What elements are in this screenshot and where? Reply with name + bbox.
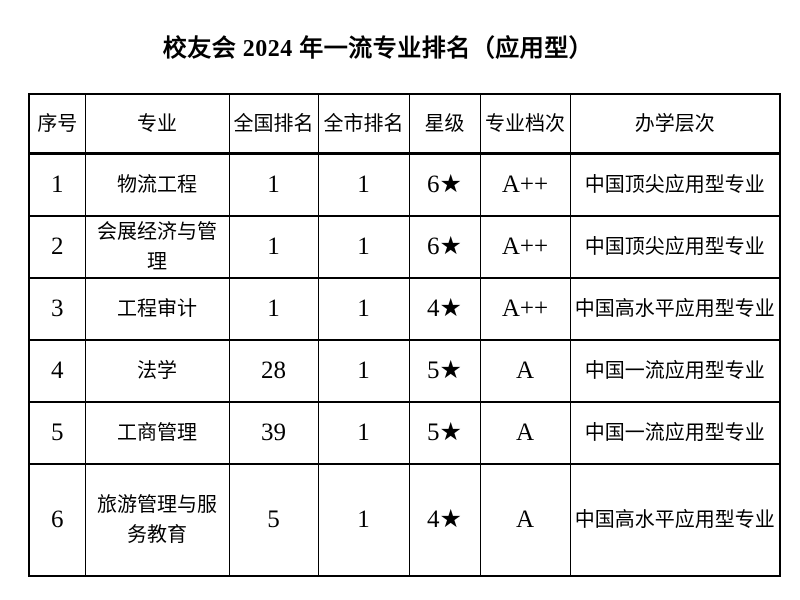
star-count: 5 — [427, 418, 440, 446]
index-cell: 4 — [28, 338, 86, 403]
star-icon: ★ — [439, 356, 462, 384]
star-icon: ★ — [439, 505, 462, 533]
level-cell: 中国一流应用型专业 — [569, 338, 781, 403]
star-count: 6 — [427, 232, 440, 260]
major-cell: 工程审计 — [84, 276, 230, 341]
star-count: 4 — [427, 294, 440, 322]
ranking-table: 序号 专业 全国排名 全市排名 星级 专业档次 办学层次 1 物流工程 1 1 … — [28, 93, 781, 577]
city-rank-cell: 1 — [317, 338, 410, 403]
city-rank-cell: 1 — [317, 462, 410, 577]
table-row: 4 法学 28 1 5★ A 中国一流应用型专业 — [28, 338, 781, 403]
star-count: 6 — [427, 171, 440, 198]
page-title: 校友会 2024 年一流专业排名（应用型） — [162, 36, 594, 62]
table-row: 3 工程审计 1 1 4★ A++ 中国高水平应用型专业 — [28, 276, 781, 341]
national-rank-cell: 1 — [228, 276, 319, 341]
city-rank-cell: 1 — [317, 276, 410, 341]
star-icon: ★ — [439, 171, 462, 198]
star-cell: 4★ — [408, 276, 481, 341]
star-count: 4 — [427, 505, 440, 533]
national-rank-cell: 28 — [228, 338, 319, 403]
grade-cell: A++ — [479, 214, 571, 279]
index-cell: 3 — [28, 276, 86, 341]
level-cell: 中国一流应用型专业 — [569, 400, 781, 465]
level-cell: 中国高水平应用型专业 — [569, 276, 781, 341]
national-rank-cell: 1 — [228, 152, 319, 217]
star-cell: 6★ — [408, 152, 481, 217]
table-row: 1 物流工程 1 1 6★ A++ 中国顶尖应用型专业 — [28, 152, 781, 217]
star-cell: 5★ — [408, 400, 481, 465]
national-rank-cell: 5 — [228, 462, 319, 577]
column-header-level: 办学层次 — [569, 93, 781, 155]
column-header-national-rank: 全国排名 — [228, 93, 319, 155]
star-icon: ★ — [439, 294, 462, 322]
major-cell: 会展经济与管理 — [84, 214, 230, 279]
column-header-star-level: 星级 — [408, 93, 481, 155]
header-row: 序号 专业 全国排名 全市排名 星级 专业档次 办学层次 — [28, 93, 781, 155]
level-cell: 中国顶尖应用型专业 — [569, 214, 781, 279]
star-count: 5 — [427, 356, 440, 384]
table-row: 6 旅游管理与服务教育 5 1 4★ A 中国高水平应用型专业 — [28, 462, 781, 577]
column-header-major: 专业 — [84, 93, 230, 155]
national-rank-cell: 1 — [228, 214, 319, 279]
star-icon: ★ — [439, 418, 462, 446]
star-cell: 4★ — [408, 462, 481, 577]
star-cell: 5★ — [408, 338, 481, 403]
index-cell: 1 — [28, 152, 86, 217]
grade-cell: A — [479, 400, 571, 465]
major-cell: 物流工程 — [84, 152, 230, 217]
column-header-index: 序号 — [28, 93, 86, 155]
major-cell: 法学 — [84, 338, 230, 403]
column-header-grade: 专业档次 — [479, 93, 571, 155]
index-cell: 5 — [28, 400, 86, 465]
grade-cell: A++ — [479, 152, 571, 217]
grade-cell: A — [479, 462, 571, 577]
star-cell: 6★ — [408, 214, 481, 279]
index-cell: 6 — [28, 462, 86, 577]
column-header-city-rank: 全市排名 — [317, 93, 410, 155]
table-row: 2 会展经济与管理 1 1 6★ A++ 中国顶尖应用型专业 — [28, 214, 781, 279]
level-cell: 中国高水平应用型专业 — [569, 462, 781, 577]
national-rank-cell: 39 — [228, 400, 319, 465]
city-rank-cell: 1 — [317, 152, 410, 217]
table-row: 5 工商管理 39 1 5★ A 中国一流应用型专业 — [28, 400, 781, 465]
grade-cell: A++ — [479, 276, 571, 341]
major-cell: 旅游管理与服务教育 — [84, 462, 230, 577]
city-rank-cell: 1 — [317, 400, 410, 465]
major-cell: 工商管理 — [84, 400, 230, 465]
index-cell: 2 — [28, 214, 86, 279]
star-icon: ★ — [439, 232, 462, 260]
city-rank-cell: 1 — [317, 214, 410, 279]
level-cell: 中国顶尖应用型专业 — [569, 152, 781, 217]
grade-cell: A — [479, 338, 571, 403]
